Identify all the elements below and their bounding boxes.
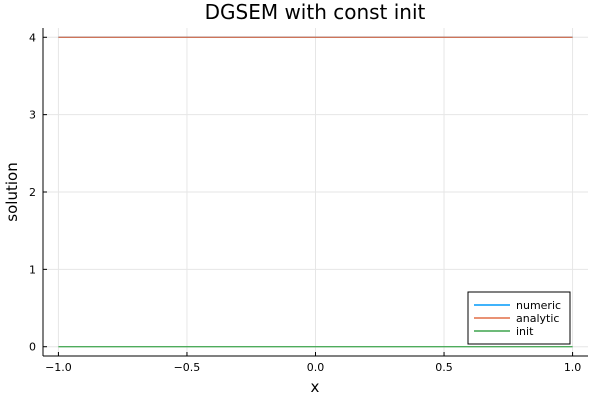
ticks: −1.0 −0.5 0.0 0.5 1.0 0 1 2 3 4 xyxy=(29,31,581,374)
x-tick-label: 0.0 xyxy=(307,361,325,374)
chart-title: DGSEM with const init xyxy=(205,0,426,24)
y-tick-label: 2 xyxy=(29,186,36,199)
y-tick-label: 4 xyxy=(29,31,36,44)
y-tick-label: 3 xyxy=(29,109,36,122)
legend-label-init: init xyxy=(516,325,534,338)
x-tick-label: −1.0 xyxy=(45,361,72,374)
y-tick-label: 0 xyxy=(29,341,36,354)
y-axis-label: solution xyxy=(3,162,21,221)
legend-label-analytic: analytic xyxy=(516,312,559,325)
series-lines xyxy=(58,36,573,348)
x-tick-label: 0.5 xyxy=(435,361,453,374)
legend-label-numeric: numeric xyxy=(516,299,561,312)
x-tick-label: −0.5 xyxy=(174,361,201,374)
y-tick-label: 1 xyxy=(29,263,36,276)
x-tick-label: 1.0 xyxy=(564,361,582,374)
x-axis-label: x xyxy=(311,378,320,396)
